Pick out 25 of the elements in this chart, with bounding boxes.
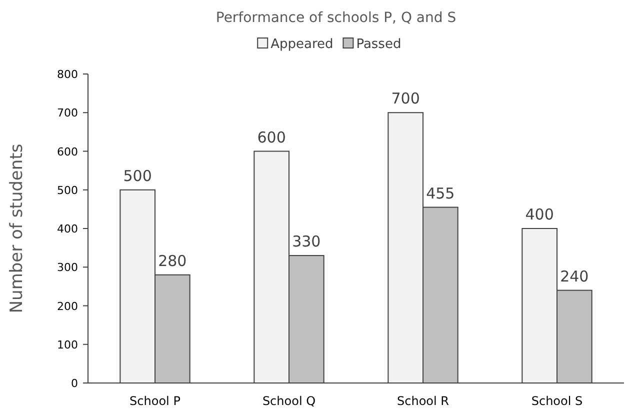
data-label: 240 bbox=[560, 267, 589, 286]
x-tick-label: School P bbox=[130, 394, 180, 408]
y-tick-label: 0 bbox=[71, 377, 78, 390]
data-label: 330 bbox=[292, 232, 321, 251]
legend-label: Appeared bbox=[270, 37, 334, 52]
y-tick-label: 300 bbox=[57, 261, 78, 274]
data-label: 600 bbox=[257, 128, 286, 146]
x-tick-label: School S bbox=[531, 394, 583, 408]
y-tick-label: 600 bbox=[57, 145, 78, 158]
data-label: 700 bbox=[391, 90, 420, 108]
data-label: 280 bbox=[158, 252, 187, 270]
y-tick-label: 200 bbox=[57, 300, 78, 313]
y-tick-label: 100 bbox=[57, 338, 78, 352]
x-tick-label: School R bbox=[397, 394, 449, 408]
y-tick-label: 700 bbox=[57, 106, 78, 120]
y-tick-label: 400 bbox=[57, 222, 78, 236]
y-tick-label: 800 bbox=[57, 68, 78, 81]
chart-title: Performance of schools P, Q and S bbox=[216, 10, 456, 26]
data-label: 455 bbox=[426, 184, 455, 202]
x-tick-label: School Q bbox=[262, 394, 316, 408]
y-axis-title: Number of students bbox=[7, 144, 27, 314]
data-label: 500 bbox=[123, 166, 152, 185]
legend-label: Passed bbox=[356, 37, 402, 52]
data-label: 400 bbox=[525, 206, 554, 224]
y-tick-label: 500 bbox=[57, 184, 78, 197]
